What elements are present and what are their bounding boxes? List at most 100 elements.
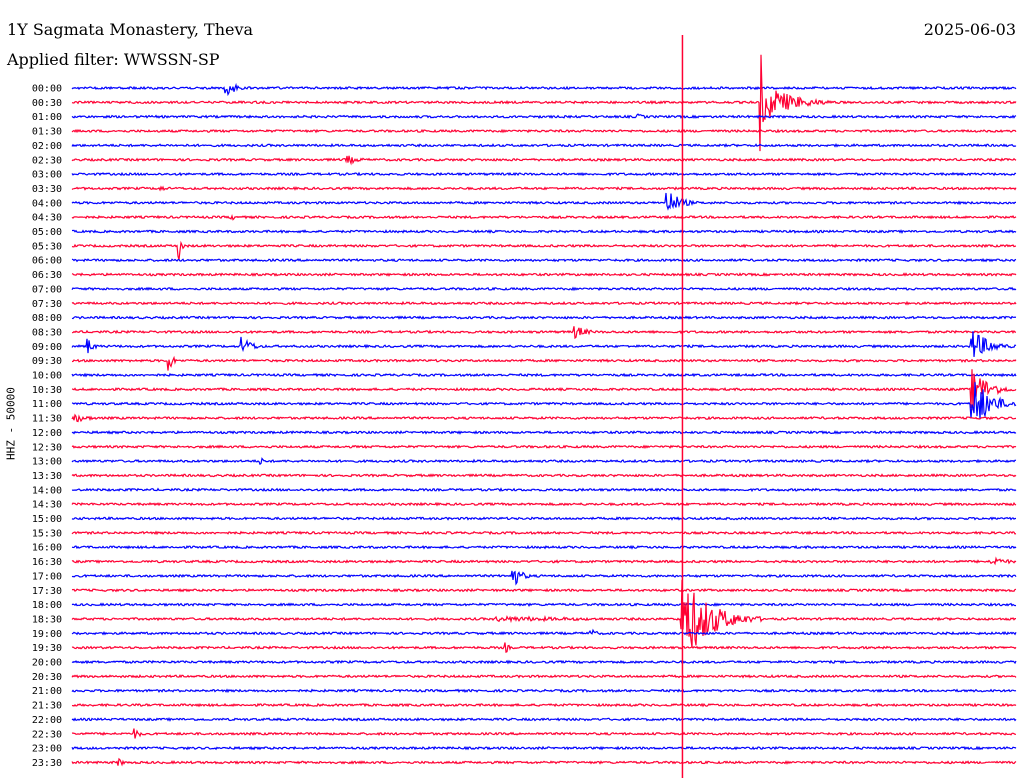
trace-line (71, 544, 1017, 550)
trace-line (71, 213, 1017, 221)
trace-line (71, 155, 1017, 166)
time-tick-label: 14:00 (32, 485, 62, 496)
time-tick-label: 03:30 (32, 184, 62, 195)
trace-line (71, 82, 1017, 97)
trace-line (71, 185, 1017, 192)
trace-line (71, 728, 1016, 739)
time-tick-label: 06:30 (32, 270, 62, 281)
time-tick-label: 02:30 (32, 155, 62, 166)
time-tick-label: 13:30 (32, 471, 62, 482)
time-tick-label: 12:30 (32, 442, 62, 453)
time-tick-label: 15:00 (32, 514, 62, 525)
trace-line (71, 757, 1017, 767)
trace-line (71, 702, 1017, 708)
trace-line (71, 530, 1017, 536)
trace-group (71, 35, 1017, 778)
trace-line (71, 457, 1017, 466)
trace-line (71, 286, 1017, 292)
time-tick-label: 01:00 (32, 112, 62, 123)
time-tick-label: 05:00 (32, 227, 62, 238)
trace-line (71, 628, 1017, 636)
trace-line (71, 257, 1017, 263)
time-tick-label: 17:00 (32, 571, 62, 582)
time-tick-label: 08:00 (32, 313, 62, 324)
trace-line (71, 272, 1017, 277)
trace-line (71, 113, 1017, 120)
trace-line (71, 128, 1017, 134)
time-tick-label: 16:30 (32, 557, 62, 568)
time-tick-label: 04:00 (32, 198, 62, 209)
time-tick-label: 18:30 (32, 614, 62, 625)
time-tick-label: 07:30 (32, 299, 62, 310)
trace-line (71, 413, 1017, 423)
trace-line (71, 240, 1017, 260)
time-tick-label: 22:00 (32, 715, 62, 726)
trace-line (71, 674, 1017, 679)
time-tick-group: 00:00 00:30 01:00 01:30 02:00 02:30 03:00 03:30… (32, 84, 62, 769)
time-tick-label: 19:00 (32, 629, 62, 640)
trace-line (71, 642, 1017, 653)
trace-line (71, 587, 1017, 593)
time-tick-label: 00:30 (32, 98, 62, 109)
time-tick-label: 21:00 (32, 686, 62, 697)
trace-line (71, 331, 1017, 357)
time-tick-label: 13:00 (32, 457, 62, 468)
trace-line (71, 444, 1017, 450)
time-tick-label: 19:30 (32, 643, 62, 654)
trace-line (71, 372, 1017, 378)
trace-line (71, 745, 1017, 751)
time-tick-label: 06:00 (32, 256, 62, 267)
trace-line (71, 382, 1017, 420)
time-tick-label: 18:00 (32, 600, 62, 611)
trace-line (71, 54, 1017, 152)
date-label: 2025-06-03 (923, 20, 1016, 39)
time-tick-label: 23:00 (32, 744, 62, 755)
trace-line (71, 326, 1016, 340)
time-tick-label: 04:30 (32, 213, 62, 224)
time-tick-label: 20:30 (32, 672, 62, 683)
time-tick-label: 11:30 (32, 414, 62, 425)
trace-line (71, 369, 1017, 411)
trace-line (71, 688, 1017, 694)
trace-line (71, 487, 1017, 493)
time-tick-label: 16:00 (32, 543, 62, 554)
time-tick-label: 21:30 (32, 701, 62, 712)
time-tick-label: 23:30 (32, 758, 62, 769)
time-tick-label: 20:00 (32, 658, 62, 669)
trace-line (71, 355, 1017, 371)
time-tick-label: 22:30 (32, 729, 62, 740)
time-tick-label: 02:00 (32, 141, 62, 152)
time-tick-label: 09:00 (32, 342, 62, 353)
trace-line (71, 192, 1016, 211)
trace-line (71, 570, 1017, 586)
time-tick-label: 14:30 (32, 500, 62, 511)
time-tick-label: 10:30 (32, 385, 62, 396)
filter-label: Applied filter: WWSSN-SP (7, 50, 220, 69)
time-tick-label: 10:00 (32, 371, 62, 382)
trace-line (71, 315, 1017, 320)
trace-line (71, 171, 1017, 177)
time-tick-label: 07:00 (32, 284, 62, 295)
trace-line (71, 430, 1017, 435)
trace-line (71, 516, 1016, 521)
time-tick-label: 11:00 (32, 399, 62, 410)
trace-line (71, 142, 1017, 148)
trace-line (71, 473, 1017, 478)
time-tick-label: 00:00 (32, 84, 62, 95)
trace-line (71, 579, 1016, 648)
time-tick-label: 03:00 (32, 170, 62, 181)
trace-line (71, 717, 1017, 722)
trace-line (71, 602, 1017, 607)
time-tick-label: 08:30 (32, 327, 62, 338)
channel-label: HHZ - 50000 (4, 387, 18, 460)
trace-line (71, 501, 1017, 507)
time-tick-label: 12:00 (32, 428, 62, 439)
trace-line (71, 659, 1017, 665)
trace-line (71, 300, 1017, 306)
time-tick-label: 09:30 (32, 356, 62, 367)
trace-line (71, 556, 1017, 566)
time-tick-label: 05:30 (32, 241, 62, 252)
time-tick-label: 01:30 (32, 127, 62, 138)
time-tick-label: 15:30 (32, 528, 62, 539)
